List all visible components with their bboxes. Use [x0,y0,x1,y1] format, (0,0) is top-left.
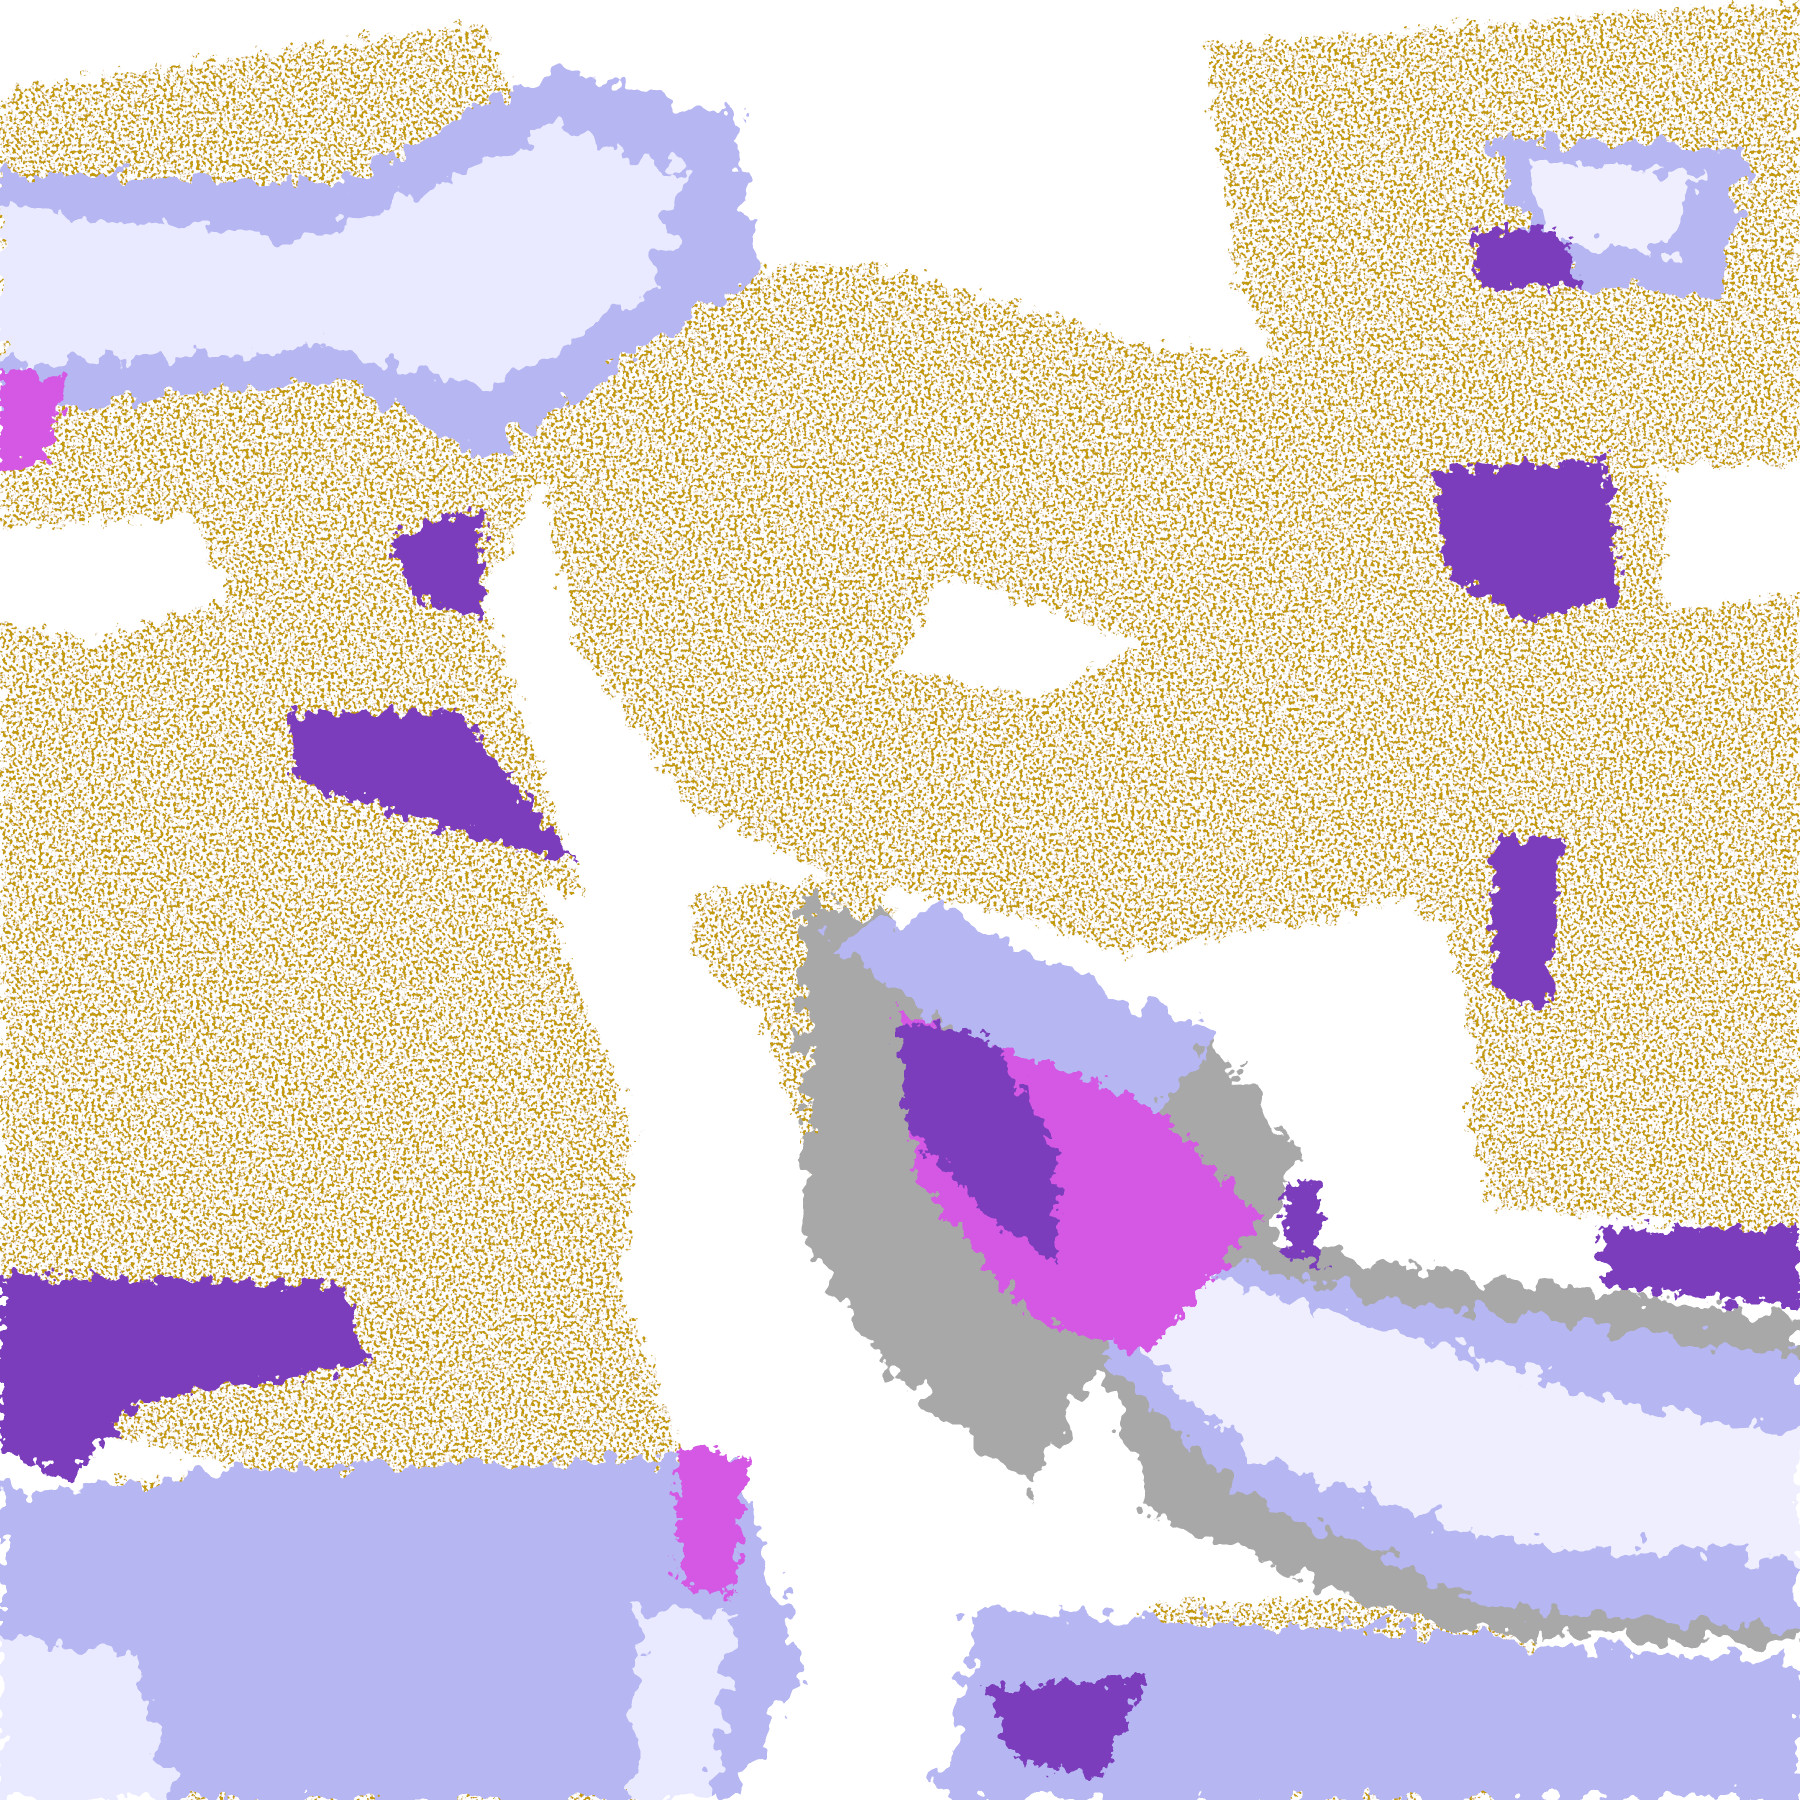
cloud-core [0,1641,173,1800]
purple-patch [1492,838,1562,1011]
lavender-cloud-layer [0,68,1800,1800]
cloud-band [0,1457,804,1800]
purple-patch [1285,1182,1321,1263]
purple-patch [286,711,574,861]
clear-area [895,573,1148,701]
cloud-core [1102,1239,1800,1562]
purple-patch [987,1676,1148,1780]
clear-area [803,11,1148,207]
cloud-band [941,1607,1800,1800]
purple-layer [0,229,1800,1780]
cloud-core [631,1607,735,1800]
purple-patch [390,505,483,620]
magenta-patch [677,1446,747,1596]
purple-patch [1595,1228,1800,1309]
cloud-core [1526,160,1699,253]
purple-patch [1469,229,1585,287]
gold-region [1400,596,1800,1240]
purple-patch [0,1274,368,1481]
cloud-core [0,126,689,391]
purple-patch [895,1021,1057,1263]
purple-patch [1434,459,1619,620]
clear-area [1262,918,1481,1148]
cloud-band [826,906,1217,1125]
magenta-patch [0,367,69,471]
clear-area [0,516,230,643]
